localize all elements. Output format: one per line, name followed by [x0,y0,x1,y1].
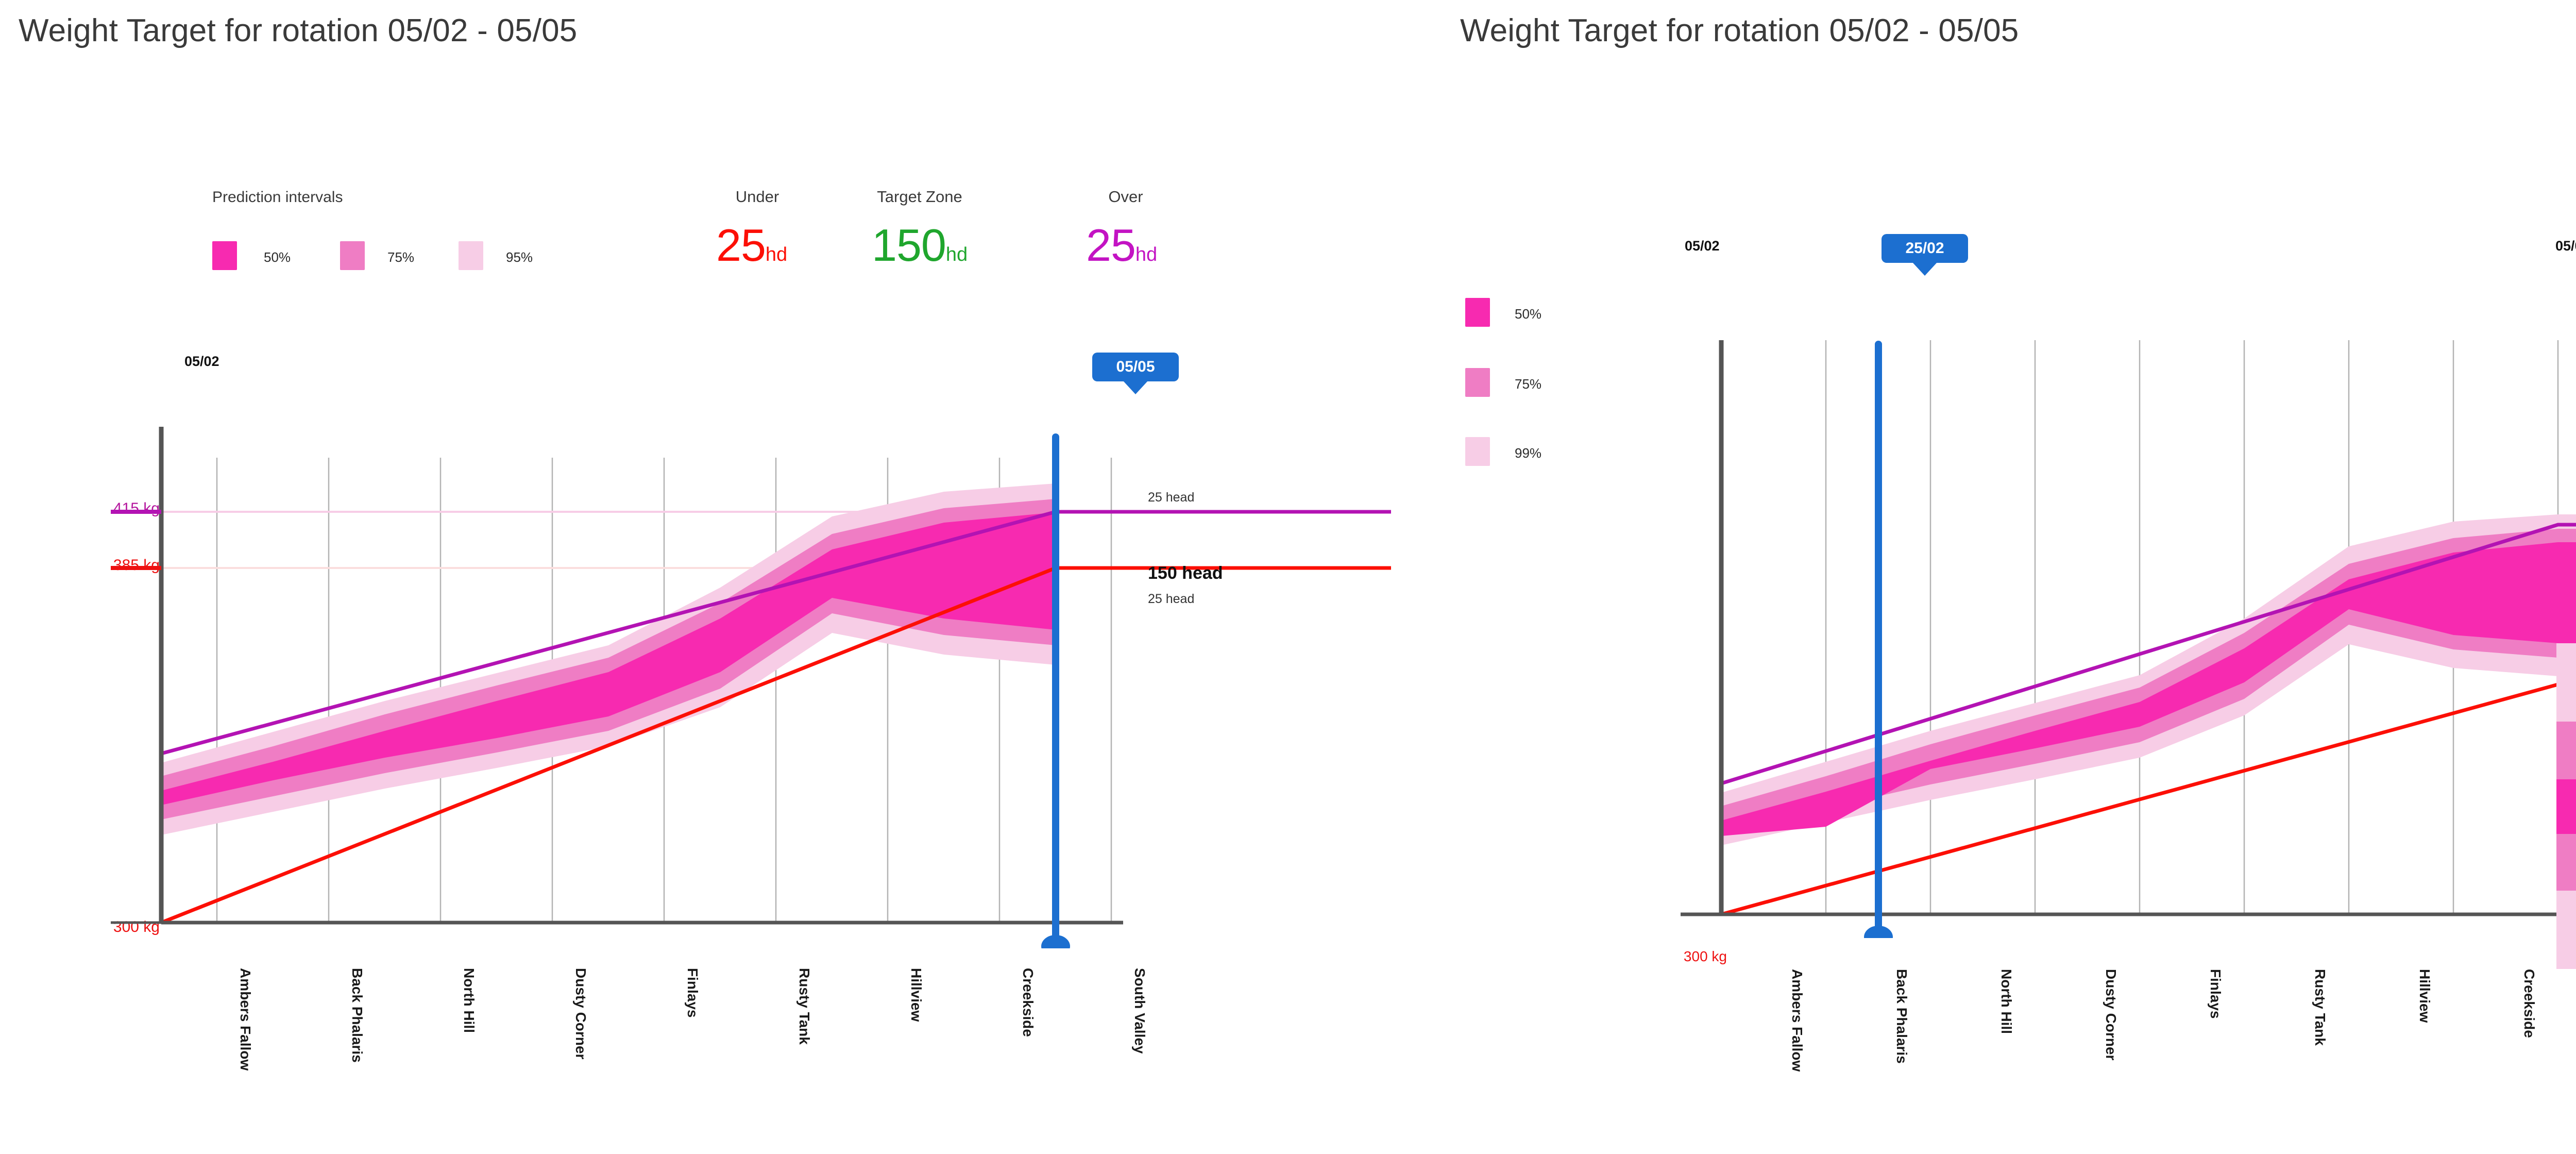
right-cursor-tag-2502[interactable]: 25/02 [1882,234,1968,276]
right-category-6: Hillview [2417,969,2433,1023]
right-chart-panel: Weight Target for rotation 05/02 - 05/05… [1423,0,2576,1154]
right-category-1: Back Phalaris [1894,969,1910,1064]
right-legend-label-99: 99% [1515,445,1542,461]
right-category-2: North Hill [1998,969,2014,1034]
y-label-415: 415 kg [113,500,160,517]
left-category-4: Finlays [685,968,701,1018]
kpi-heading-target: Target Zone [877,188,962,206]
legend-label-75: 75% [387,249,415,265]
right-upper-line [1720,523,2576,785]
right-category-7: Creekside [2521,969,2537,1038]
right-axis-end-date: 05/05 [2555,238,2576,254]
legend-title: Prediction intervals [212,189,343,206]
right-cursor-handle [1864,926,1893,938]
kpi-unit-under: hd [765,244,788,265]
legend-swatch-95 [459,241,483,270]
legend-label-95: 95% [506,249,533,265]
kpi-number-over: 25 [1086,220,1136,271]
right-category-3: Dusty Corner [2103,969,2119,1061]
left-category-2: North Hill [461,968,477,1033]
right-category-4: Finlays [2208,969,2224,1019]
kpi-number-under: 25 [716,220,766,271]
left-category-5: Rusty Tank [796,968,812,1045]
kpi-unit-target: hd [945,244,968,265]
legend-swatch-75 [340,241,365,270]
right-band-50 [1721,542,2576,836]
right-legend-swatch-99 [1465,437,1490,466]
right-legend-label-50: 50% [1515,306,1542,322]
left-category-6: Hillview [908,968,924,1022]
annotation-under-head: 25 head [1148,592,1195,606]
kpi-heading-under: Under [735,188,779,206]
chip-99-bottom [2556,891,2576,969]
left-category-0: Ambers Fallow [238,968,253,1071]
band-50 [161,512,1056,805]
kpi-value-over: 25hd [1086,223,1157,268]
kpi-number-target: 150 [872,220,946,271]
kpi-value-under: 25hd [716,223,787,268]
annotation-over-head: 25 head [1148,490,1195,505]
left-cursor-tag-0505[interactable]: 05/05 [1092,353,1179,394]
page-title: Weight Target for rotation 05/02 - 05/05 [19,13,578,48]
right-legend-label-75: 75% [1515,376,1542,392]
left-plot-area [0,361,1391,948]
left-axis-start-date: 05/02 [184,354,219,369]
kpi-value-target: 150hd [872,223,968,268]
right-legend-swatch-50 [1465,298,1490,327]
annotation-target-head: 150 head [1148,563,1223,583]
right-plot-area [1423,289,2576,938]
chip-75-bottom [2556,834,2576,891]
left-category-3: Dusty Corner [573,968,589,1060]
kpi-unit-over: hd [1135,244,1158,265]
legend-label-50: 50% [264,249,291,265]
left-cursor-handle [1041,935,1070,948]
right-y-label-300: 300 kg [1683,948,1727,964]
left-category-1: Back Phalaris [349,968,365,1063]
right-axis-start-date: 05/02 [1685,238,1720,254]
right-category-5: Rusty Tank [2312,969,2328,1046]
left-category-7: Creekside [1020,968,1036,1037]
legend-swatch-50 [212,241,237,270]
right-page-title: Weight Target for rotation 05/02 - 05/05 [1460,13,2019,48]
chip-50 [2556,779,2576,834]
left-category-8: South Valley [1132,968,1148,1054]
left-chart-panel: Weight Target for rotation 05/02 - 05/05… [0,13,1391,1071]
chip-99-top [2556,643,2576,722]
y-label-385: 385 kg [113,557,160,574]
right-legend-swatch-75 [1465,368,1490,397]
chip-75-top [2556,722,2576,779]
kpi-heading-over: Over [1108,188,1143,206]
right-category-0: Ambers Fallow [1789,969,1805,1072]
